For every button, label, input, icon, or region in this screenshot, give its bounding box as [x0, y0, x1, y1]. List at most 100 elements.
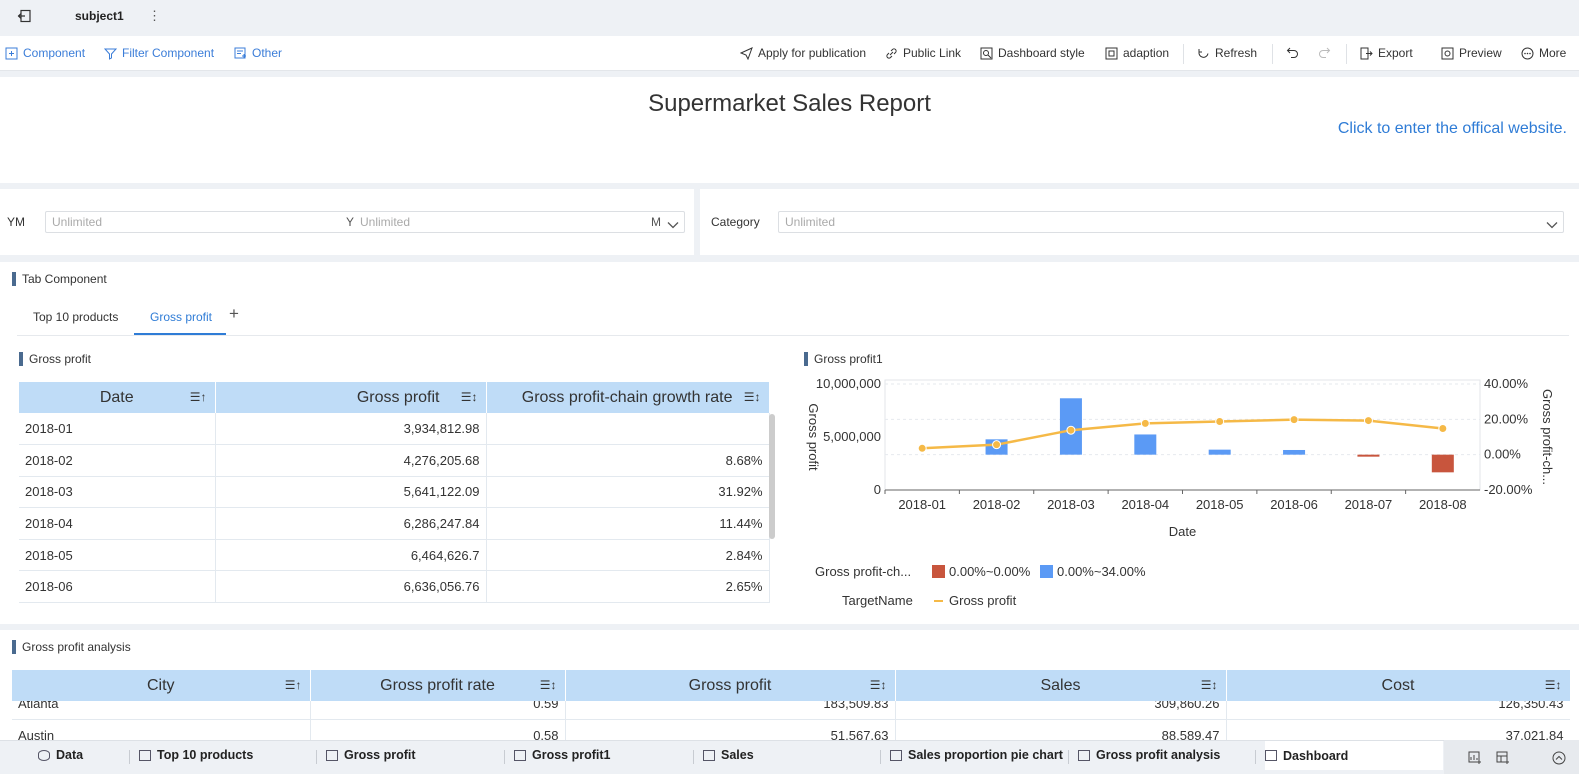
public-link-label: Public Link — [903, 46, 962, 60]
table-row[interactable]: 2018-06 6,636,056.76 2.65% — [19, 570, 770, 604]
x-axis-title: Date — [1169, 524, 1196, 539]
tab-bar-divider — [17, 335, 1569, 336]
y2-axis-title: Gross profit-ch... — [1540, 389, 1555, 485]
chevron-down-icon[interactable] — [667, 216, 679, 236]
toolbar-divider — [1346, 44, 1347, 64]
tab-gross-profit[interactable]: Gross profit — [150, 310, 213, 324]
sort-icon[interactable]: ☰↑ — [284, 678, 302, 692]
growth-rate-cell — [486, 413, 770, 446]
column-header-gross-profit[interactable]: Gross profit ☰↕ — [215, 382, 487, 413]
adaption-label: adaption — [1123, 46, 1170, 60]
toolbar-divider — [1183, 44, 1184, 64]
tab-component-panel: Tab Component Top 10 products Gross prof… — [0, 262, 1579, 624]
export-icon — [1360, 47, 1373, 60]
sort-icon[interactable]: ☰↑ — [189, 390, 207, 404]
bottom-tab-divider — [693, 750, 694, 764]
y2-tick-label: 40.00% — [1484, 376, 1529, 391]
subject-tab[interactable]: subject1 — [75, 9, 124, 23]
bottom-tab-divider — [880, 750, 881, 764]
export-button[interactable]: Export — [1360, 46, 1413, 60]
legend-swatch — [1040, 565, 1053, 578]
bottom-tab-divider — [504, 750, 505, 764]
x-tick-label: 2018-07 — [1345, 497, 1393, 512]
undo-button[interactable] — [1286, 46, 1299, 59]
column-header-cost[interactable]: Cost ☰↕ — [1226, 670, 1570, 701]
sort-icon[interactable]: ☰↕ — [743, 390, 761, 404]
bottom-tab-dashboard[interactable]: Dashboard — [1265, 741, 1444, 770]
column-header-city[interactable]: City ☰↑ — [12, 670, 311, 701]
bottom-tab-sales[interactable]: Sales — [703, 748, 754, 762]
analysis-cell: Austin — [12, 719, 311, 740]
subject-more-icon[interactable]: ⋮ — [148, 8, 161, 23]
y-tick-label: 10,000,000 — [816, 376, 881, 391]
report-title: Supermarket Sales Report — [648, 90, 931, 117]
table-scrollbar[interactable] — [769, 414, 775, 539]
more-button[interactable]: More — [1521, 46, 1566, 60]
apply-publication-button[interactable]: Apply for publication — [740, 46, 866, 60]
bottom-tab-label: Data — [56, 748, 84, 762]
more-label: More — [1539, 46, 1567, 60]
gross-profit-analysis-panel: Gross profit analysis Atlanta 0.59 183,509… — [0, 630, 1579, 740]
sort-icon[interactable]: ☰↕ — [869, 678, 887, 692]
ym-label: YM — [7, 215, 25, 229]
filter-component-button[interactable]: Filter Component — [104, 46, 214, 60]
bottom-tab-divider — [129, 750, 130, 764]
gross-profit-cell: 6,636,056.76 — [215, 570, 487, 604]
table-row[interactable]: 2018-02 4,276,205.68 8.68% — [19, 444, 770, 477]
redo-button[interactable] — [1318, 46, 1331, 59]
tab-top-10-products[interactable]: Top 10 products — [33, 310, 119, 324]
dashboard-style-label: Dashboard style — [998, 46, 1085, 60]
bottom-tab-data[interactable]: Data — [38, 748, 83, 762]
bottom-tab-gross-profit[interactable]: Gross profit — [326, 748, 416, 762]
chart-icon — [890, 749, 902, 761]
column-header-gross-profit[interactable]: Gross profit ☰↕ — [565, 670, 896, 701]
other-button[interactable]: Other — [234, 46, 282, 60]
bottom-tab-sales-proportion-pie-chart[interactable]: Sales proportion pie chart — [890, 748, 1063, 762]
adaption-button[interactable]: adaption — [1105, 46, 1169, 60]
sort-icon[interactable]: ☰↕ — [460, 390, 478, 404]
adaption-icon — [1105, 47, 1118, 60]
bottom-tab-gross-profit1[interactable]: Gross profit1 — [514, 748, 611, 762]
website-link[interactable]: Click to enter the offical website. — [1337, 120, 1567, 137]
line-point — [917, 443, 927, 453]
filter-component-icon — [104, 47, 117, 60]
legend-target-title: TargetName — [842, 593, 913, 608]
collapse-icon[interactable] — [1552, 751, 1566, 768]
x-tick-label: 2018-04 — [1121, 497, 1169, 512]
public-link-button[interactable]: Public Link — [885, 46, 961, 60]
x-tick-label: 2018-01 — [898, 497, 946, 512]
table-row[interactable]: Austin 0.58 51,567.63 88,589.47 37,021.84 — [12, 719, 1570, 740]
exit-icon[interactable] — [17, 9, 31, 23]
table-row[interactable]: 2018-04 6,286,247.84 11.44% — [19, 507, 770, 540]
column-header-gross-profit-rate[interactable]: Gross profit rate ☰↕ — [310, 670, 566, 701]
x-tick-label: 2018-05 — [1196, 497, 1244, 512]
ym-filter-input[interactable]: Unlimited Y Unlimited M — [45, 211, 685, 233]
table-row[interactable]: 2018-05 6,464,626.7 2.84% — [19, 539, 770, 572]
table-row[interactable]: 2018-01 3,934,812.98 — [19, 413, 770, 446]
database-icon — [38, 749, 50, 761]
growth-rate-cell: 11.44% — [486, 507, 770, 540]
add-report-icon[interactable] — [1468, 751, 1482, 768]
sort-icon[interactable]: ☰↕ — [539, 678, 557, 692]
sort-icon[interactable]: ☰↕ — [1200, 678, 1218, 692]
component-button[interactable]: Component — [5, 46, 85, 60]
sort-icon[interactable]: ☰↕ — [1544, 678, 1562, 692]
tab-component-title: Tab Component — [12, 272, 107, 286]
column-header-date[interactable]: Date ☰↑ — [19, 382, 216, 413]
bar — [1357, 454, 1380, 457]
add-dashboard-icon[interactable] — [1496, 751, 1510, 768]
bottom-tab-gross-profit-analysis[interactable]: Gross profit analysis — [1078, 748, 1220, 762]
line-point — [1438, 424, 1448, 434]
chevron-down-icon[interactable] — [1546, 216, 1558, 236]
dashboard-style-button[interactable]: Dashboard style — [980, 46, 1085, 60]
column-header-sales[interactable]: Sales ☰↕ — [895, 670, 1227, 701]
column-header-growth-rate[interactable]: Gross profit-chain growth rate ☰↕ — [486, 382, 770, 413]
analysis-title: Gross profit analysis — [12, 640, 131, 654]
add-tab-button[interactable]: + — [229, 304, 239, 323]
ym-filter-panel: YM Unlimited Y Unlimited M — [0, 189, 694, 255]
preview-button[interactable]: Preview — [1441, 46, 1502, 60]
category-filter-input[interactable]: Unlimited — [778, 211, 1564, 233]
refresh-button[interactable]: Refresh — [1197, 46, 1257, 60]
table-row[interactable]: 2018-03 5,641,122.09 31.92% — [19, 476, 770, 509]
bottom-tab-top-10-products[interactable]: Top 10 products — [139, 748, 253, 762]
